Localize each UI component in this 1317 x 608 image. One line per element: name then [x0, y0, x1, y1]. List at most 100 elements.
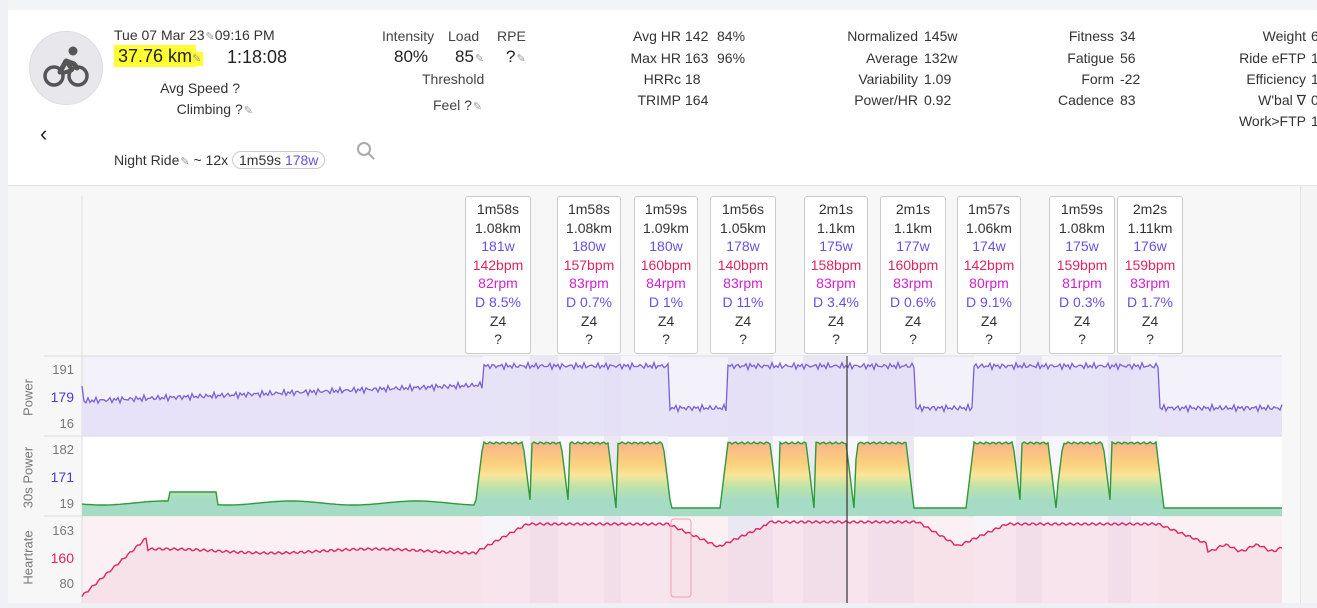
climbing-value[interactable]: ?: [234, 101, 243, 117]
np-value: 145w: [924, 28, 958, 44]
interval-card[interactable]: 1m56s 1.05km 178w 140bpm 83rpm D 11% Z4?: [710, 196, 776, 354]
hr-min-tick: 80: [59, 576, 74, 591]
interval-q: ?: [494, 331, 502, 348]
avg-hr-pct: 84%: [717, 28, 746, 44]
feel-label: Feel: [433, 97, 461, 113]
interval-dist: 1.05km: [720, 219, 766, 236]
summary-watts: 178w: [284, 152, 319, 168]
duration-value: 1:18:08: [227, 47, 288, 67]
intensity-value: 80%: [394, 47, 429, 66]
interval-bpm: 159bpm: [1124, 256, 1176, 273]
weight-value: 6: [1311, 28, 1317, 44]
distance-value[interactable]: 37.76 km: [114, 45, 197, 67]
interval-dist: 1.1km: [893, 219, 933, 236]
variability-label: Variability: [858, 71, 918, 87]
interval-w: 180w: [572, 238, 606, 255]
interval-card[interactable]: 1m58s 1.08km 181w 142bpm 82rpm D 8.5% Z4?: [465, 196, 531, 354]
interval-rpm: 83rpm: [723, 275, 763, 292]
rpe-value-row: ?✎: [506, 47, 526, 67]
interval-d: D 0.7%: [566, 293, 612, 310]
chart-area[interactable]: [8, 186, 1300, 603]
trimp-value: 164: [685, 92, 709, 108]
interval-w: 175w: [1065, 238, 1099, 255]
pencil-icon[interactable]: ✎: [192, 52, 204, 66]
interval-card[interactable]: 1m57s 1.06km 174w 142bpm 80rpm D 9.1% Z4?: [957, 196, 1021, 354]
interval-dist: 1.06km: [966, 219, 1012, 236]
interval-d: D 1.7%: [1127, 293, 1173, 310]
interval-z: Z4: [1141, 312, 1159, 329]
pencil-icon[interactable]: ✎: [474, 53, 485, 65]
interval-card[interactable]: 2m2s 1.11km 176w 159bpm 83rpm D 1.7% Z4?: [1117, 196, 1183, 354]
chevron-left-icon[interactable]: ‹: [40, 121, 48, 146]
interval-card[interactable]: 2m1s 1.1km 177w 160bpm 83rpm D 0.6% Z4?: [880, 196, 946, 354]
interval-dist: 1.08km: [566, 219, 612, 236]
interval-bpm: 159bpm: [1056, 256, 1108, 273]
pencil-icon[interactable]: ✎: [516, 53, 526, 65]
hr-selection-box[interactable]: [670, 518, 692, 598]
distance-row: 37.76 km✎: [114, 45, 204, 67]
eftp-label: Ride eFTP: [1239, 50, 1306, 66]
activity-name-row: Night Ride✎ ~ 12x 1m59s 178w: [114, 151, 326, 169]
interval-dist: 1.1km: [816, 219, 856, 236]
fatigue-label: Fatigue: [1067, 50, 1114, 66]
power30-track-label: 30s Power: [20, 446, 36, 509]
hr-line: [81, 519, 1283, 597]
power-hr-label: Power/HR: [854, 92, 918, 108]
threshold-label[interactable]: Threshold: [422, 71, 485, 87]
load-value[interactable]: 85: [455, 47, 474, 66]
interval-rpm: 83rpm: [569, 275, 609, 292]
interval-z: Z4: [980, 312, 998, 329]
interval-z: Z4: [580, 312, 598, 329]
search-icon[interactable]: [356, 141, 376, 161]
interval-card[interactable]: 2m1s 1.1km 175w 158bpm 83rpm D 3.4% Z4?: [804, 196, 868, 354]
avg-hr-value: 142: [685, 28, 709, 44]
interval-card[interactable]: 1m58s 1.08km 180w 157bpm 83rpm D 0.7% Z4?: [557, 196, 621, 354]
avg-speed-value: ?: [232, 80, 240, 96]
eftp-value: 1: [1311, 50, 1317, 66]
interval-rpm: 82rpm: [478, 275, 518, 292]
power-max-tick: 191: [52, 362, 74, 377]
rpe-label: RPE: [497, 28, 526, 44]
rpe-value[interactable]: ?: [506, 47, 516, 66]
interval-dist: 1.09km: [643, 219, 689, 236]
interval-dur: 2m1s: [818, 201, 854, 217]
interval-dur: 2m1s: [895, 201, 931, 217]
weight-label: Weight: [1262, 28, 1306, 44]
interval-card[interactable]: 1m59s 1.09km 180w 160bpm 84rpm D 1% Z4?: [634, 196, 698, 354]
interval-card[interactable]: 1m59s 1.08km 175w 159bpm 81rpm D 0.3% Z4?: [1049, 196, 1115, 354]
interval-dur: 1m59s: [1060, 201, 1104, 217]
fitness-value: 34: [1120, 28, 1136, 44]
power-min-tick: 16: [59, 416, 74, 431]
pencil-icon[interactable]: ✎: [205, 31, 215, 43]
interval-q: ?: [1146, 331, 1154, 348]
power30-max-tick: 182: [52, 442, 74, 457]
interval-d: D 8.5%: [475, 293, 521, 310]
power-track-label: Power: [20, 379, 36, 416]
interval-z: Z4: [489, 312, 507, 329]
work-ftp-value: 1: [1311, 113, 1317, 129]
right-scrollbar[interactable]: [1300, 186, 1317, 603]
interval-summary-pill[interactable]: 1m59s 178w: [232, 151, 326, 169]
efficiency-value: 1: [1311, 71, 1317, 87]
activity-charts[interactable]: [8, 186, 1300, 603]
interval-bpm: 142bpm: [963, 256, 1015, 273]
intensity-label: Intensity: [382, 28, 435, 44]
interval-w: 178w: [726, 238, 760, 255]
pencil-icon[interactable]: ✎: [243, 105, 253, 117]
climbing: Climbing ?✎: [128, 101, 253, 117]
power30-line: [81, 440, 1282, 509]
cadence-value: 83: [1120, 92, 1136, 108]
power30-area: [82, 442, 1282, 516]
interval-q: ?: [1078, 331, 1086, 348]
interval-rpm: 81rpm: [1062, 275, 1102, 292]
pencil-icon[interactable]: ✎: [180, 156, 190, 168]
trimp-label: TRIMP: [637, 92, 681, 108]
interval-dur: 1m56s: [721, 201, 765, 217]
pencil-icon[interactable]: ✎: [472, 101, 483, 113]
variability-value: 1.09: [924, 71, 952, 87]
activity-name[interactable]: Night Ride: [114, 152, 180, 168]
interval-rpm: 83rpm: [893, 275, 933, 292]
work-ftp-label: Work>FTP: [1238, 113, 1306, 129]
feel-value[interactable]: ?: [464, 97, 472, 113]
interval-d: D 0.3%: [1059, 293, 1105, 310]
